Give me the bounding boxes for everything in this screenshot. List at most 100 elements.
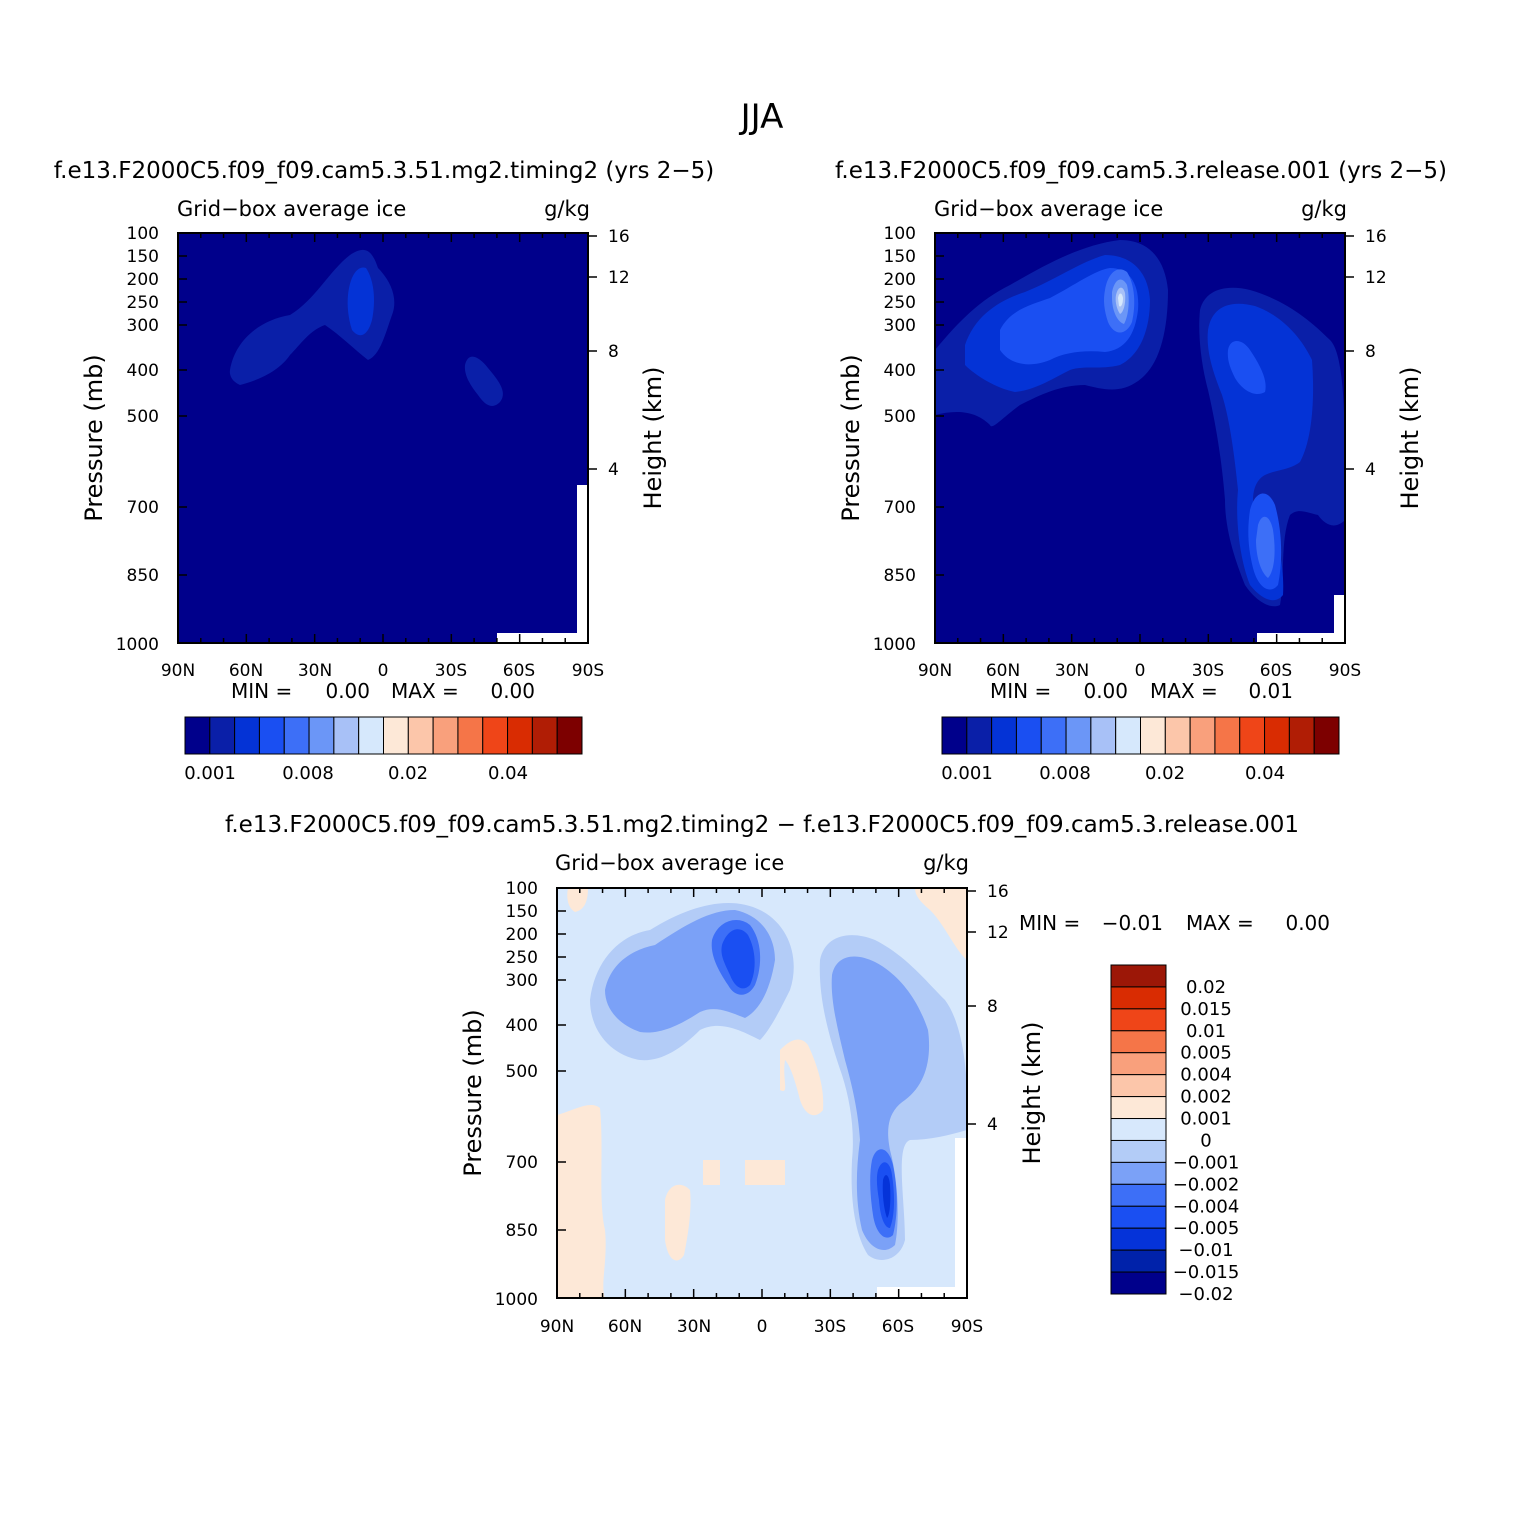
panel3-positive-top-left xyxy=(567,888,588,912)
panel3-missing-right xyxy=(955,1138,967,1288)
panel2-missing-lower xyxy=(1257,633,1345,643)
panel1-ice-region-2 xyxy=(464,356,503,406)
panel3-colorbar-label: −0.01 xyxy=(1178,1240,1233,1261)
colorbar-cell xyxy=(1189,716,1216,755)
panel3-colorbar-label: −0.002 xyxy=(1173,1174,1240,1195)
colorbar-cell xyxy=(1239,716,1266,755)
panel1-xtick-label: 60S xyxy=(503,661,535,681)
panel3-y-axis: 100 150 200 250 300 400 500 700 850 1000 xyxy=(495,879,538,1310)
panel3-colorbar-label: 0.02 xyxy=(1186,977,1226,998)
panel3-colorbar-label: −0.004 xyxy=(1173,1196,1240,1217)
panel1-y-axis: 100 150 200 250 300 400 500 700 850 1000 xyxy=(116,224,159,655)
panel3-xtick-label: 60N xyxy=(608,1317,642,1337)
panel1-height-tick-label: 8 xyxy=(608,342,619,362)
panel2-xtick-label: 30N xyxy=(1055,661,1089,681)
panel2-units: g/kg xyxy=(1301,197,1347,221)
panel1-colorbar-label: 0.02 xyxy=(388,763,428,784)
panel-difference: f.e13.F2000C5.f09_f09.cam5.3.51.mg2.timi… xyxy=(225,812,1330,1337)
panel1-ytick-label: 200 xyxy=(127,270,159,290)
panel3-xtick-label: 30N xyxy=(677,1317,711,1337)
panel3-ylabel: Pressure (mb) xyxy=(459,1009,487,1176)
colorbar-cell xyxy=(1110,1074,1167,1098)
panel3-plot-area xyxy=(556,887,968,1299)
colorbar-cell xyxy=(991,716,1017,755)
panel3-min-label: MIN = xyxy=(1019,911,1080,935)
panel3-ytick-label: 700 xyxy=(506,1153,538,1173)
panel1-field-label: Grid−box average ice xyxy=(177,197,406,221)
panel1-colorbar-label: 0.008 xyxy=(282,763,334,784)
panel3-ytick-label: 100 xyxy=(506,879,538,899)
panel3-units: g/kg xyxy=(923,851,969,875)
panel3-colorbar-label: −0.001 xyxy=(1173,1152,1240,1173)
colorbar-cell xyxy=(1288,716,1315,755)
panel2-ytick-label: 200 xyxy=(884,270,916,290)
colorbar-cell xyxy=(333,716,360,755)
colorbar-cell xyxy=(1115,716,1141,755)
colorbar-cell xyxy=(966,716,993,755)
panel1-colorbar-label: 0.001 xyxy=(184,763,236,784)
colorbar-cell xyxy=(407,716,434,755)
panel2-y-axis-right: 16 12 8 4 xyxy=(1365,227,1387,480)
panel3-field-label: Grid−box average ice xyxy=(555,851,784,875)
panel2-colorbar-label: 0.02 xyxy=(1145,763,1185,784)
panel1-case-title: f.e13.F2000C5.f09_f09.cam5.3.51.mg2.timi… xyxy=(54,158,715,184)
panel3-ytick-label: 200 xyxy=(506,925,538,945)
panel1-missing-right xyxy=(577,485,588,643)
panel1-ytick-label: 100 xyxy=(127,224,159,244)
panel1-xtick-label: 60N xyxy=(229,661,263,681)
panel2-x-axis: 90N 60N 30N 0 30S 60S 90S xyxy=(918,661,1361,681)
panel2-ytick-label: 400 xyxy=(884,361,916,381)
colorbar-cell xyxy=(1110,1271,1167,1295)
panel1-max-value: 0.00 xyxy=(490,679,535,703)
panel1-ice-core xyxy=(347,267,374,336)
panel2-height-tick-label: 12 xyxy=(1365,268,1387,288)
colorbar-cell xyxy=(1110,986,1167,1010)
colorbar-cell xyxy=(1110,1227,1167,1251)
panel-top-left: f.e13.F2000C5.f09_f09.cam5.3.51.mg2.timi… xyxy=(54,158,715,784)
colorbar-cell xyxy=(457,716,484,755)
colorbar-cell xyxy=(209,716,236,755)
panel1-min-value: 0.00 xyxy=(325,679,370,703)
panel3-ytick-label: 250 xyxy=(506,948,538,968)
panel3-height-tick-label: 4 xyxy=(987,1115,998,1135)
panel3-positive-top-right xyxy=(915,888,967,960)
colorbar-cell xyxy=(1110,1249,1167,1273)
colorbar-cell xyxy=(1110,1096,1167,1120)
panel2-ytick-label: 150 xyxy=(884,247,916,267)
colorbar-cell xyxy=(1110,1183,1167,1207)
axis-ticks xyxy=(177,232,1354,1299)
panel3-ytick-label: 300 xyxy=(506,971,538,991)
colorbar-cell xyxy=(1313,716,1340,755)
panel2-ice-level3-south-upper xyxy=(1227,341,1266,395)
panel1-height-tick-label: 12 xyxy=(608,268,630,288)
colorbar-cell xyxy=(234,716,260,755)
panel3-colorbar xyxy=(1110,964,1167,1295)
panel3-colorbar-label: −0.02 xyxy=(1178,1284,1233,1305)
colorbar-cell xyxy=(1110,1161,1167,1185)
panel2-xtick-label: 60S xyxy=(1260,661,1292,681)
panel1-height-tick-label: 4 xyxy=(608,460,619,480)
panel2-ytick-label: 500 xyxy=(884,407,916,427)
colorbar-cell xyxy=(1110,1030,1167,1054)
panel3-height-tick-label: 12 xyxy=(987,923,1009,943)
panel3-ytick-label: 850 xyxy=(506,1221,538,1241)
colorbar-cell xyxy=(1040,716,1067,755)
panel1-xtick-label: 90S xyxy=(572,661,604,681)
panel1-ytick-label: 150 xyxy=(127,247,159,267)
colorbar-cell xyxy=(1110,964,1167,988)
panel3-ytick-label: 150 xyxy=(506,902,538,922)
colorbar-cell xyxy=(1110,1205,1167,1229)
colorbar-cell xyxy=(1065,716,1092,755)
panel3-colorbar-label: 0.01 xyxy=(1186,1021,1226,1042)
panel2-colorbar-label: 0.04 xyxy=(1245,763,1285,784)
colorbar-cell xyxy=(1015,716,1042,755)
colorbar-cell xyxy=(507,716,533,755)
panel3-ytick-label: 500 xyxy=(506,1062,538,1082)
panel2-height-tick-label: 4 xyxy=(1365,460,1376,480)
colorbar-cell xyxy=(556,716,583,755)
panel1-colorbar xyxy=(184,716,583,755)
panel3-y-axis-right: 16 12 8 4 xyxy=(987,882,1009,1135)
panel3-colorbar-label: −0.005 xyxy=(1173,1218,1240,1239)
panel3-xtick-label: 90N xyxy=(540,1317,574,1337)
panel2-ice-level7-core xyxy=(1118,293,1123,307)
